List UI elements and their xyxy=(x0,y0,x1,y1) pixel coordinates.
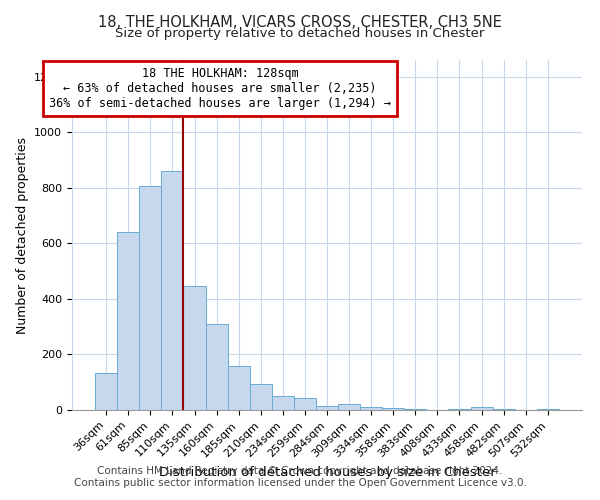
Bar xyxy=(161,171,184,410)
Bar xyxy=(316,406,338,410)
X-axis label: Distribution of detached houses by size in Chester: Distribution of detached houses by size … xyxy=(158,466,496,478)
Y-axis label: Number of detached properties: Number of detached properties xyxy=(16,136,29,334)
Text: 18 THE HOLKHAM: 128sqm
← 63% of detached houses are smaller (2,235)
36% of semi-: 18 THE HOLKHAM: 128sqm ← 63% of detached… xyxy=(49,67,391,110)
Bar xyxy=(184,286,206,410)
Bar xyxy=(360,407,382,410)
Text: Contains HM Land Registry data © Crown copyright and database right 2024.
Contai: Contains HM Land Registry data © Crown c… xyxy=(74,466,526,487)
Text: 18, THE HOLKHAM, VICARS CROSS, CHESTER, CH3 5NE: 18, THE HOLKHAM, VICARS CROSS, CHESTER, … xyxy=(98,15,502,30)
Bar xyxy=(537,408,559,410)
Bar xyxy=(227,366,250,410)
Bar xyxy=(206,324,227,410)
Bar xyxy=(250,384,272,410)
Bar xyxy=(338,404,360,410)
Bar xyxy=(117,232,139,410)
Bar xyxy=(470,406,493,410)
Bar xyxy=(139,186,161,410)
Bar xyxy=(294,398,316,410)
Bar xyxy=(95,372,117,410)
Text: Size of property relative to detached houses in Chester: Size of property relative to detached ho… xyxy=(115,28,485,40)
Bar xyxy=(404,409,427,410)
Bar xyxy=(382,408,404,410)
Bar xyxy=(272,396,294,410)
